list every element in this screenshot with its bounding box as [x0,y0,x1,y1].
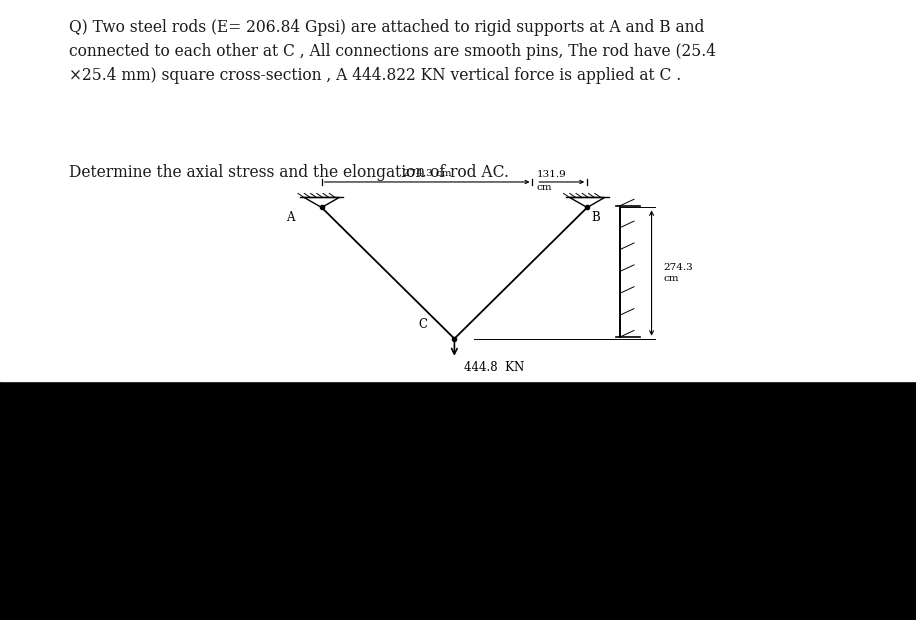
Bar [0,381,916,620]
Text: 444.8  KN: 444.8 KN [464,360,524,373]
Text: B: B [591,211,600,224]
Text: 274.3
cm: 274.3 cm [663,263,693,283]
Text: cm: cm [537,183,551,192]
Text: A: A [287,211,295,224]
Text: Determine the axial stress and the elongation of rod AC.: Determine the axial stress and the elong… [69,164,508,181]
Text: 131.9: 131.9 [537,170,566,179]
Text: Q) Two steel rods (E= 206.84 Gpsi) are attached to rigid supports at A and B and: Q) Two steel rods (E= 206.84 Gpsi) are a… [69,19,715,84]
Text: C: C [418,319,427,331]
Bar [0,0,916,381]
Text: 274.3 cm: 274.3 cm [403,169,452,179]
